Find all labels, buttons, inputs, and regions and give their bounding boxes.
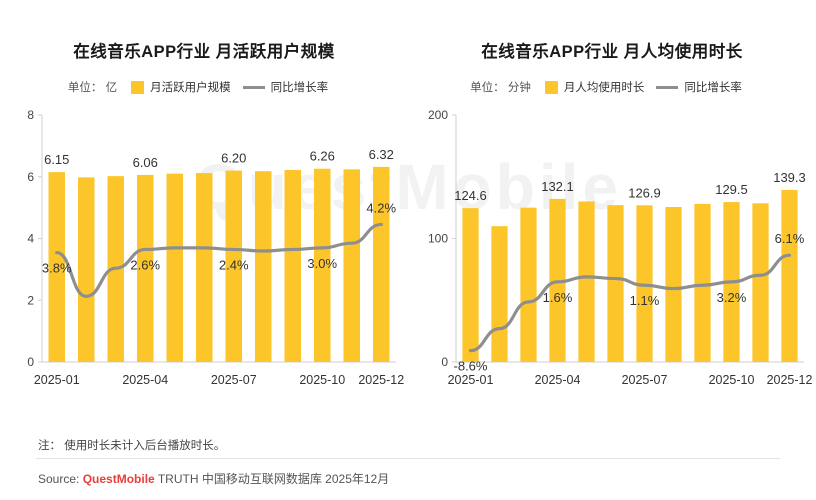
svg-text:2025-07: 2025-07 [622,373,668,387]
svg-text:0: 0 [441,355,448,369]
legend-swatch-icon [131,80,145,94]
svg-text:2025-12: 2025-12 [767,373,813,387]
svg-text:2025-07: 2025-07 [211,373,257,387]
panel-mau-unit: 单位： 亿 [67,82,118,94]
panel-duration-plot: 0 100 200 124.6 132.1 126.9 129.5 139.3 -8.6% 1.6… [408,107,816,397]
svg-text:3.8%: 3.8% [42,261,72,276]
legend-label-bar-mau: 月活跃用户规模 [150,82,231,94]
svg-text:2025-04: 2025-04 [535,373,581,387]
panel-duration-unit: 单位： 分钟 [470,82,531,94]
svg-text:2025-01: 2025-01 [448,373,494,387]
svg-text:129.5: 129.5 [715,182,748,197]
svg-text:6.26: 6.26 [310,149,335,164]
svg-text:100: 100 [428,232,448,246]
svg-text:2025-10: 2025-10 [709,373,755,387]
legend-item-line-mau: 同比增长率 [242,79,329,95]
svg-text:3.2%: 3.2% [717,290,747,305]
svg-text:124.6: 124.6 [454,188,487,203]
svg-text:8: 8 [27,108,34,122]
source-brand: QuestMobile [82,472,155,486]
footnote: 注： 使用时长未计入后台播放时长。 [38,440,226,452]
chart-svg-mau: 0 2 4 6 8 6.15 6.06 6.20 6.26 6.32 3.8% 2.6% 2.4% 3.0… [27,108,404,387]
panel-mau-plot: 0 2 4 6 8 6.15 6.06 6.20 6.26 6.32 3.8% 2.6% 2.4% 3.0… [0,107,408,397]
source-prefix: Source: [38,472,80,486]
svg-text:0: 0 [27,355,34,369]
svg-text:126.9: 126.9 [628,185,661,200]
svg-text:2.6%: 2.6% [130,257,160,272]
svg-text:-8.6%: -8.6% [454,359,488,374]
svg-text:1.1%: 1.1% [630,293,660,308]
svg-text:2: 2 [27,293,34,307]
svg-text:2025-04: 2025-04 [122,373,168,387]
svg-text:2025-01: 2025-01 [34,373,80,387]
legend-item-line-duration: 同比增长率 [656,79,742,95]
source-rest: TRUTH 中国移动互联网数据库 2025年12月 [157,472,390,486]
svg-text:1.6%: 1.6% [543,290,573,305]
footer-divider [36,458,780,459]
legend-item-bar-mau: 月活跃用户规模 [131,79,231,95]
svg-text:3.0%: 3.0% [307,256,337,271]
svg-text:6.1%: 6.1% [775,231,805,246]
legend-label-line-mau: 同比增长率 [270,82,329,94]
svg-text:4.2%: 4.2% [366,200,396,215]
svg-text:6.32: 6.32 [369,147,394,162]
legend-line-icon [242,85,265,89]
svg-text:6: 6 [27,170,34,184]
legend-label-line-duration: 同比增长率 [684,82,742,94]
svg-text:6.20: 6.20 [221,151,246,166]
svg-text:200: 200 [428,108,448,122]
svg-text:6.06: 6.06 [133,155,158,170]
chart-svg-duration: 0 100 200 124.6 132.1 126.9 129.5 139.3 -8.6% 1.6… [428,108,813,387]
svg-text:2025-12: 2025-12 [358,373,404,387]
legend-item-bar-duration: 月人均使用时长 [544,79,645,95]
svg-text:2.4%: 2.4% [219,257,249,272]
panel-mau-legend: 单位： 亿 月活跃用户规模 同比增长率 [0,79,408,95]
svg-text:2025-10: 2025-10 [299,373,345,387]
svg-text:139.3: 139.3 [773,170,806,185]
panel-mau-title: 在线音乐APP行业 月活跃用户规模 [73,43,335,61]
panel-duration: 在线音乐APP行业 月人均使用时长 单位： 分钟 月人均使用时长 同比增长率 0… [408,0,816,397]
panel-duration-legend: 单位： 分钟 月人均使用时长 同比增长率 [408,79,816,95]
legend-label-bar-duration: 月人均使用时长 [563,82,645,94]
legend-swatch-icon [544,80,558,94]
svg-text:4: 4 [27,232,34,246]
panel-duration-title: 在线音乐APP行业 月人均使用时长 [481,43,743,61]
source-line: Source: QuestMobile TRUTH 中国移动互联网数据库 202… [38,470,389,487]
legend-line-icon [656,85,679,89]
svg-text:132.1: 132.1 [541,179,574,194]
svg-text:6.15: 6.15 [44,152,69,167]
